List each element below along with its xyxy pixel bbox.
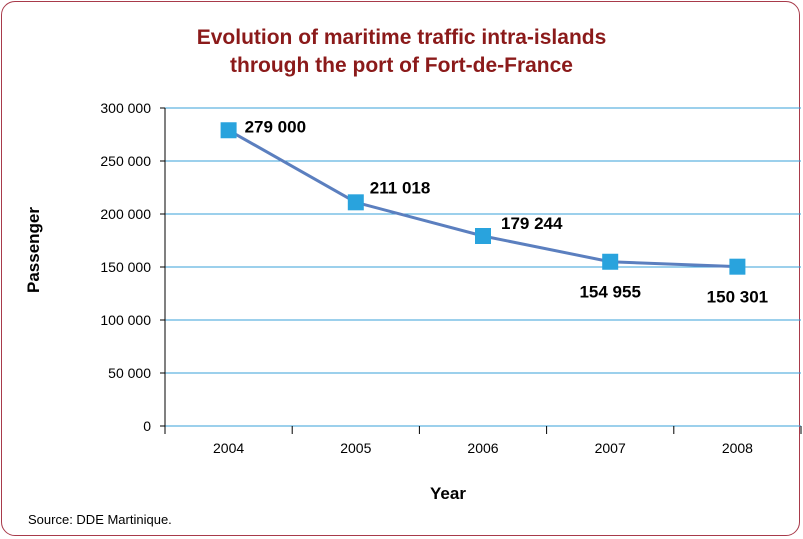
data-label: 179 244 <box>501 214 563 233</box>
data-label: 150 301 <box>707 288 768 307</box>
series-line <box>227 128 738 269</box>
x-tick-label: 2005 <box>340 440 371 456</box>
data-point-marker <box>475 228 491 245</box>
x-tick-label: 2007 <box>595 440 626 456</box>
y-tick-label: 300 000 <box>100 100 151 116</box>
y-tick-label: 150 000 <box>100 259 151 275</box>
x-axis-title: Year <box>430 484 466 503</box>
data-label: 154 955 <box>579 283 640 302</box>
y-tick-label: 200 000 <box>100 206 151 222</box>
y-tick-label: 0 <box>143 418 151 434</box>
y-tick-label: 50 000 <box>108 365 151 381</box>
data-point-marker <box>602 253 619 270</box>
data-point-marker <box>347 194 364 211</box>
y-tick-label: 100 000 <box>100 312 151 328</box>
x-tick-label: 2008 <box>722 440 753 456</box>
chart-subtitle: through the port of Fort-de-France <box>230 54 573 77</box>
data-point-marker <box>729 258 746 275</box>
y-axis-title: Passenger <box>24 207 43 293</box>
x-tick-label: 2006 <box>467 440 498 456</box>
chart-title-block: Evolution of maritime traffic intra-isla… <box>0 24 803 80</box>
data-point-marker <box>220 122 237 139</box>
data-label: 279 000 <box>245 117 306 136</box>
x-tick-label: 2004 <box>213 440 244 456</box>
source-note: Source: DDE Martinique. <box>28 512 172 527</box>
data-label: 211 018 <box>370 178 431 197</box>
y-tick-label: 250 000 <box>100 153 151 169</box>
chart-title: Evolution of maritime traffic intra-isla… <box>196 26 607 49</box>
